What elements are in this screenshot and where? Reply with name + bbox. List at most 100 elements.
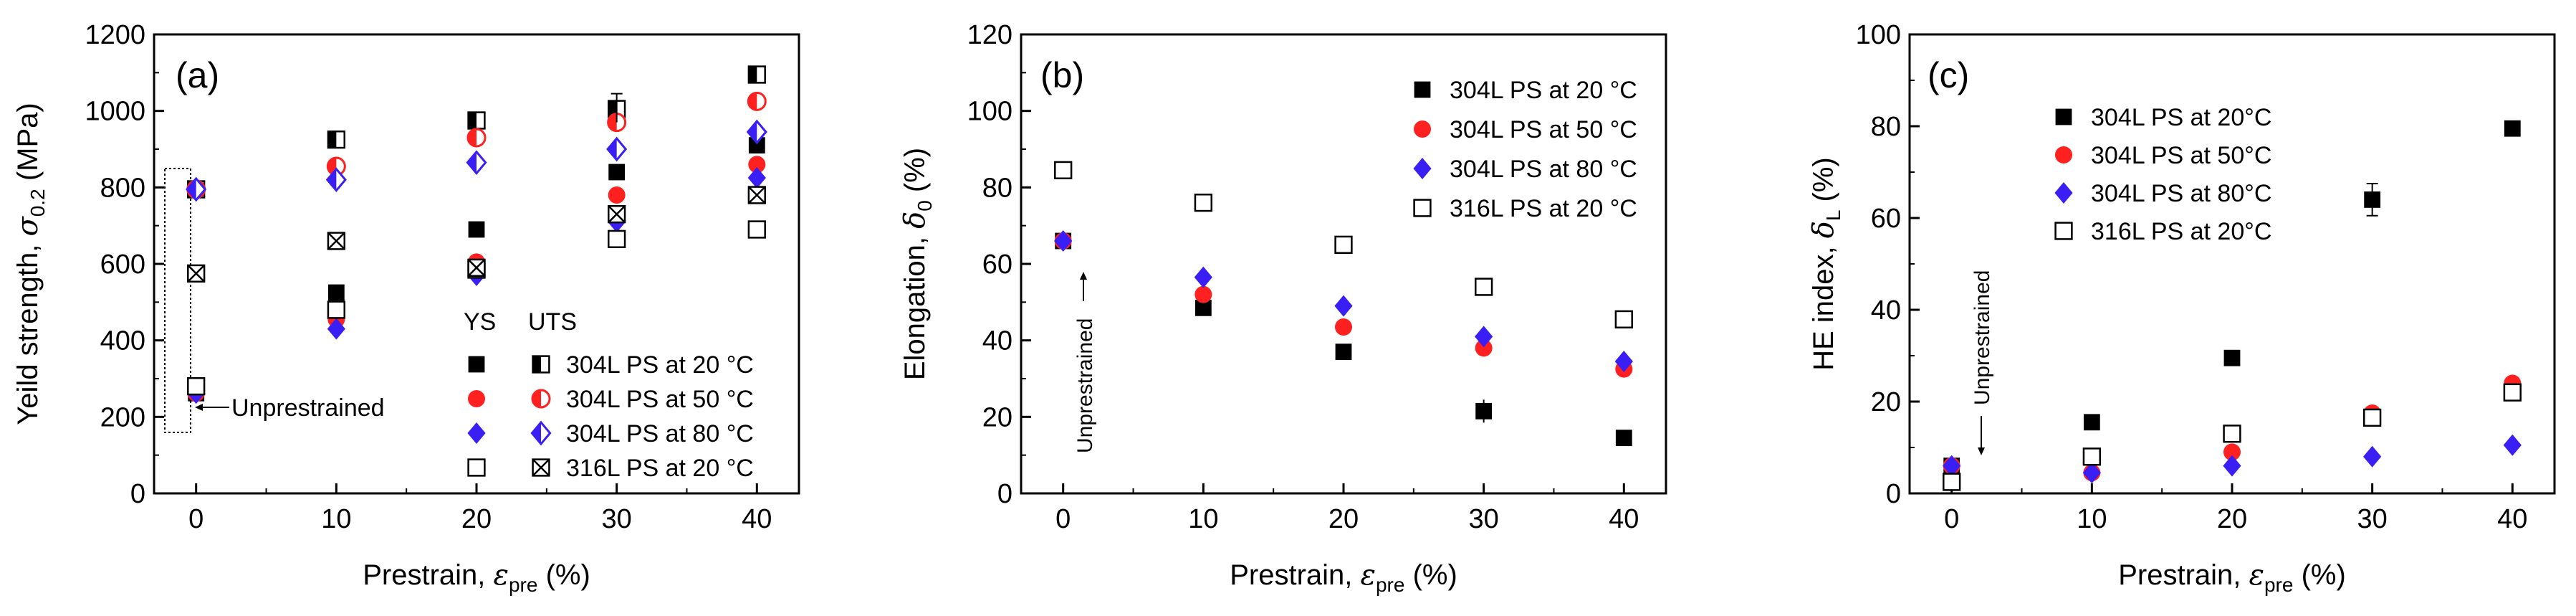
y-axis-label-sub-c: L (1822, 210, 1844, 222)
point-b-s3-1 (1194, 194, 1212, 212)
x-axis-label-unit-c: (%) (2293, 559, 2345, 591)
point-a-uts-s1-4-edge (747, 91, 767, 111)
point-a-ys-s3-1 (327, 300, 345, 319)
point-c-s2-2 (2223, 455, 2241, 477)
point-a-uts-s2-2-half (467, 151, 477, 174)
point-c-s2-3 (2363, 445, 2382, 468)
point-c-s3-1-shape (2082, 447, 2101, 466)
point-a-ys-s1-3-shape (608, 186, 626, 204)
point-c-s3-2-shape (2223, 425, 2241, 443)
legend-c-marker-2 (2054, 182, 2073, 204)
point-c-s0-2-shape (2223, 349, 2241, 366)
y-axis-label-unit-a: (MPa) (12, 103, 44, 189)
point-b-s3-4-shape (1614, 310, 1633, 328)
x-axis-label-unit-b: (%) (1404, 559, 1457, 591)
point-a-uts-s3-3 (608, 205, 626, 224)
point-a-uts-s3-0 (187, 264, 206, 283)
y-tick-label-b-3: 60 (982, 250, 1012, 280)
legend-c-marker-1 (2055, 146, 2072, 164)
legend-b-marker-1 (1414, 120, 1431, 138)
point-b-s2-0-shape (1054, 230, 1073, 252)
point-b-s2-1-shape (1194, 266, 1212, 288)
legend-a-ys-marker-3-shape (467, 458, 486, 477)
point-a-ys-s3-1-shape (327, 300, 345, 319)
point-c-s3-3-shape (2363, 408, 2382, 427)
point-a-ys-s2-1-shape (327, 318, 345, 340)
point-c-s0-4-shape (2504, 120, 2521, 137)
point-c-s3-4 (2503, 383, 2522, 402)
legend-a-ys-marker-2-shape (467, 422, 486, 444)
legend-a-uts-marker-3 (532, 458, 550, 477)
point-c-s2-2-shape (2223, 455, 2241, 477)
legend-c-marker-3 (2054, 222, 2073, 240)
point-c-s2-4-shape (2503, 434, 2522, 456)
y-tick-label-a-2: 400 (100, 326, 145, 356)
legend-c-marker-3-shape (2054, 222, 2073, 240)
point-c-s2-3-shape (2363, 445, 2382, 468)
point-a-uts-s0-3-half (608, 100, 617, 118)
point-c-s0-1-shape (2083, 414, 2100, 431)
y-tick-label-c-1: 20 (1871, 387, 1901, 417)
legend-a-uts-marker-1 (531, 389, 551, 409)
legend-c-marker-0 (2055, 108, 2072, 125)
plot-frame-c (1908, 33, 2556, 495)
legend-header-uts-a: UTS (528, 308, 577, 336)
unprestrained-box-a (164, 168, 191, 433)
x-axis-label-unit-a: (%) (537, 559, 590, 591)
point-b-s0-2 (1335, 343, 1352, 361)
legend-c-marker-0-shape (2055, 108, 2072, 125)
legend-a-uts-marker-0-edge (532, 355, 550, 374)
point-c-s1-2-shape (2223, 443, 2241, 461)
point-c-s2-1 (2082, 462, 2101, 484)
point-a-uts-s0-4-half (748, 66, 757, 83)
y-tick-label-a-1: 200 (100, 402, 145, 432)
y-tick-label-a-6: 1200 (85, 20, 145, 50)
point-b-s3-3-shape (1475, 278, 1493, 296)
point-a-ys-s1-4-shape (748, 156, 766, 174)
x-tick-label-b-3: 30 (1469, 504, 1499, 534)
point-b-s3-2-shape (1334, 235, 1353, 254)
point-a-uts-s3-0-x2 (187, 265, 205, 283)
legend-a-uts-marker-1-edge (531, 389, 551, 409)
data-points-a (186, 65, 767, 404)
legend-a-ys-marker-0-shape (468, 356, 485, 373)
y-axis-label-unit-c: (%) (1808, 157, 1839, 209)
point-c-s3-1 (2082, 447, 2101, 466)
point-c-s3-0 (1943, 473, 1961, 491)
y-axis-label-symbol-b: δ (899, 212, 932, 229)
legend-b-label-2: 304L PS at 80 °C (1450, 156, 1637, 183)
y-ticks-c: 0 20 40 60 80 100 (1856, 20, 1920, 509)
x-axis-label-symbol-c: ε (2249, 559, 2264, 592)
panel-c: 0 10 20 30 40 0 20 40 60 80 100 (c) Prestrain, εp… (1807, 20, 2556, 596)
panel-b: 0 10 20 30 40 0 20 40 60 80 100 120 (b) Prestrain,… (899, 20, 1667, 596)
point-a-uts-s1-2-edge (466, 128, 487, 148)
unprestrained-arrowhead-c (1978, 447, 1985, 455)
legend-entries-a: 304L PS at 20 °C 304L PS at 50 °C 304L PS … (467, 351, 754, 482)
y-axis-label-main-c: HE index, (1808, 238, 1839, 371)
unprestrained-annotation-a: Unprestrained (231, 394, 385, 422)
point-a-ys-s0-2 (468, 221, 485, 238)
x-tick-label-c-4: 40 (2497, 504, 2527, 534)
point-b-s1-1-shape (1194, 285, 1212, 303)
y-tick-label-b-4: 80 (982, 173, 1012, 203)
point-a-uts-s2-1 (325, 167, 347, 192)
x-tick-label-a-3: 30 (602, 504, 632, 534)
point-b-s0-2-shape (1335, 343, 1352, 361)
point-c-s0-1 (2083, 414, 2100, 431)
legend-c-label-2: 304L PS at 80°C (2091, 180, 2271, 207)
point-a-uts-s1-2 (466, 128, 487, 148)
point-a-uts-s3-2 (467, 258, 486, 277)
y-tick-label-a-3: 600 (100, 250, 145, 280)
point-b-s2-2 (1334, 295, 1353, 317)
y-axis-label-symbol-c: δ (1807, 221, 1840, 238)
legend-a-ys-marker-1-shape (468, 390, 485, 407)
y-tick-label-c-2: 40 (1871, 295, 1901, 326)
x-axis-label-symbol-a: ε (494, 559, 509, 592)
point-a-uts-s2-1-edge (325, 167, 347, 192)
panel-label-c: (c) (1928, 55, 1969, 95)
x-ticks-a: 0 10 20 30 40 (188, 483, 772, 534)
legend-c-label-3: 316L PS at 20°C (2091, 218, 2271, 245)
point-a-ys-s0-3 (608, 164, 626, 181)
unprestrained-arrowhead-b (1080, 272, 1087, 280)
